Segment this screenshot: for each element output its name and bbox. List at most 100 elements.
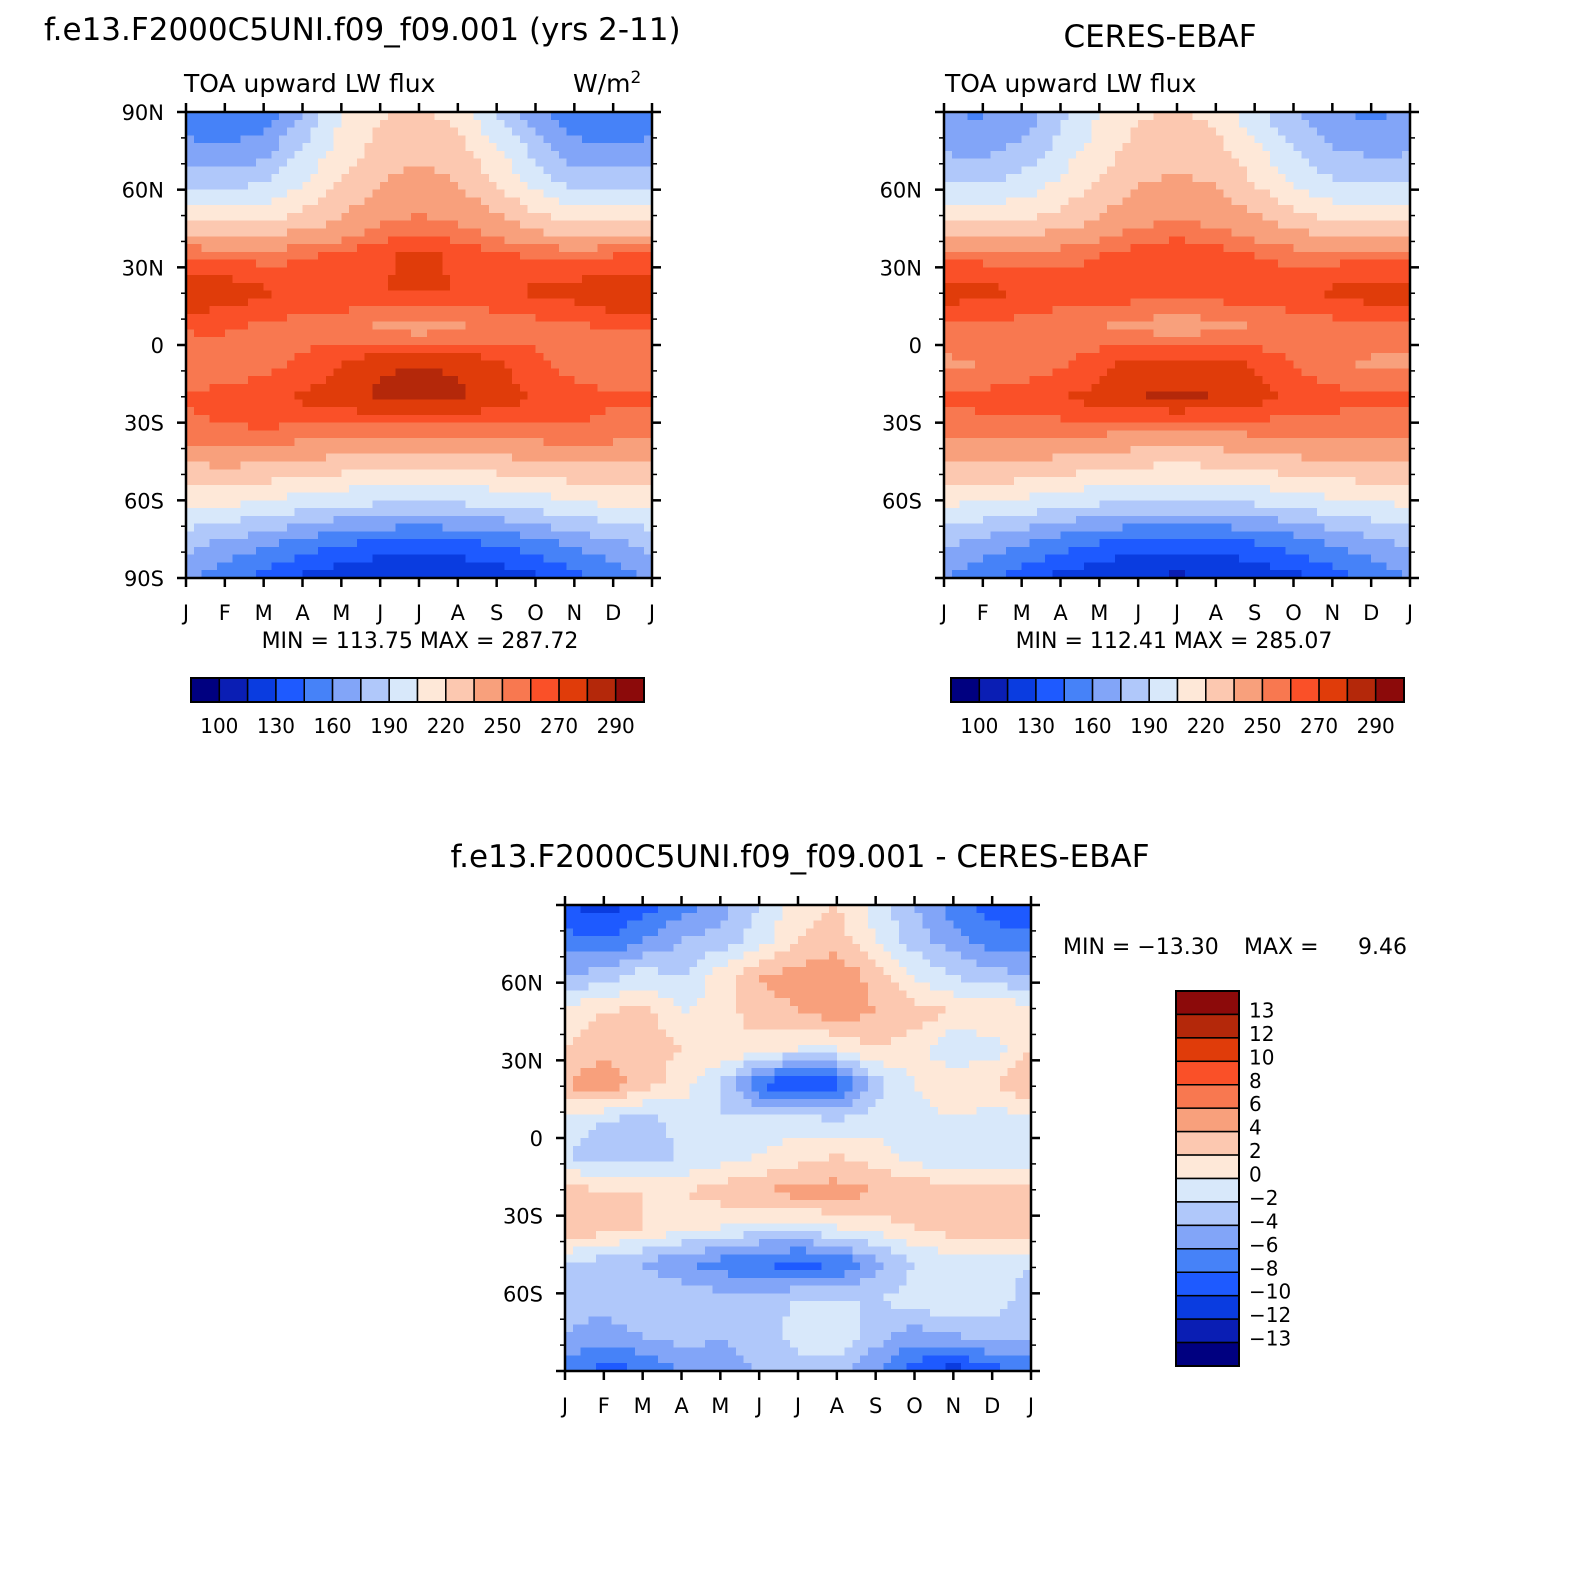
panel-model-cell (318, 267, 327, 276)
panel-obs-cell (998, 166, 1007, 175)
panel-model-cell (186, 166, 195, 175)
panel-model-cell (613, 306, 622, 315)
panel-obs-cell (1378, 236, 1388, 245)
panel-model-cell (387, 531, 397, 540)
panel-model-cell (341, 562, 350, 571)
panel-obs-cell (1347, 135, 1357, 144)
panel-model-cell (217, 492, 226, 501)
panel-model-cell (186, 189, 195, 199)
panel-model-cell (209, 181, 218, 191)
panel-model-cell (558, 461, 568, 470)
panel-model-cell (597, 329, 606, 338)
panel-obs-cell (1083, 244, 1093, 253)
panel-obs-cell (1402, 166, 1411, 175)
panel-model-cell (566, 181, 575, 191)
panel-model-cell (481, 554, 490, 564)
panel-model-cell (589, 119, 599, 129)
panel-model-cell (566, 143, 575, 152)
panel-model-cell (186, 135, 195, 144)
panel-model-cell (512, 376, 521, 385)
panel-obs-cell (1262, 112, 1271, 121)
panel-model-cell (364, 360, 373, 369)
panel-model-cell (217, 570, 226, 579)
panel-model-cell (574, 259, 583, 268)
panel-obs-cell (1254, 127, 1264, 136)
panel-model-cell (286, 119, 296, 129)
panel-obs-cell (1293, 112, 1302, 121)
panel-model-cell (636, 290, 645, 299)
panel-model-cell (434, 189, 443, 199)
panel-model-cell (574, 445, 583, 455)
panel-model-cell (364, 508, 373, 517)
panel-model-cell (279, 251, 288, 261)
panel-model-cell (325, 445, 335, 455)
panel-obs-cell (1402, 267, 1411, 276)
panel-model-cell (465, 445, 474, 455)
panel-model-cell (566, 461, 575, 470)
panel-obs-cell (1378, 189, 1388, 199)
panel-model-cell (434, 500, 443, 509)
panel-model-cell (271, 383, 280, 393)
panel-model-cell (488, 275, 498, 284)
panel-model-cell (333, 562, 342, 571)
panel-model-cell (644, 189, 653, 199)
panel-obs-cell (1355, 150, 1364, 160)
panel-obs-cell (1254, 228, 1264, 237)
panel-model-cell (403, 414, 412, 424)
panel-model-cell (403, 383, 412, 393)
panel-model-cell (186, 453, 195, 463)
panel-obs-cell (1270, 212, 1279, 222)
panel-model-cell (364, 562, 373, 571)
panel-model-cell (613, 368, 622, 377)
panel-obs-cell (998, 220, 1007, 230)
panel-model-cell (193, 236, 203, 245)
panel-obs-cell (1293, 228, 1302, 237)
panel-obs-cell (998, 181, 1007, 191)
panel-model-cell (457, 539, 467, 548)
panel-model-cell (644, 112, 653, 121)
panel-model-cell (395, 414, 405, 424)
panel-model-cell (271, 484, 280, 494)
panel-model-cell (387, 329, 397, 338)
panel-model-cell (613, 337, 622, 346)
panel-obs-cell (1130, 150, 1139, 160)
panel-obs-cell (944, 119, 953, 129)
panel-model-cell (620, 236, 630, 245)
panel-model-cell (201, 306, 210, 315)
panel-obs-cell (1285, 212, 1295, 222)
panel-model-cell (387, 438, 397, 447)
panel-model-cell (519, 546, 529, 556)
panel-obs-cell (1177, 212, 1186, 222)
panel-model-cell (636, 469, 645, 478)
panel-obs-cell (1060, 119, 1069, 129)
panel-obs-cell (1184, 205, 1194, 214)
panel-model-cell (302, 570, 311, 579)
panel-obs-cell (1029, 112, 1038, 121)
panel-model-cell (628, 127, 638, 136)
panel-obs-cell (1068, 244, 1077, 253)
panel-model-cell (224, 469, 234, 478)
panel-model-cell (395, 515, 405, 525)
panel-obs-cell (1037, 166, 1046, 175)
panel-model-cell (465, 228, 474, 237)
panel-model-cell (628, 135, 638, 144)
panel-model-cell (372, 127, 381, 136)
panel-model-cell (224, 360, 234, 369)
panel-model-cell (255, 461, 265, 470)
panel-model-cell (504, 383, 513, 393)
panel-obs-cell (990, 127, 999, 136)
panel-obs-cell (1371, 251, 1380, 261)
panel-model-cell (193, 445, 203, 455)
panel-model-cell (302, 376, 311, 385)
panel-model-cell (496, 368, 506, 377)
panel-obs-cell (1192, 127, 1201, 136)
panel-model-cell (349, 414, 358, 424)
panel-model-cell (488, 477, 498, 486)
panel-model-cell (450, 407, 459, 416)
panel-model-cell (248, 477, 257, 486)
panel-obs-cell (1215, 174, 1225, 183)
panel-model-cell (450, 127, 459, 136)
panel-model-cell (426, 166, 436, 175)
panel-model-cell (504, 430, 513, 439)
panel-model-cell (644, 368, 653, 377)
